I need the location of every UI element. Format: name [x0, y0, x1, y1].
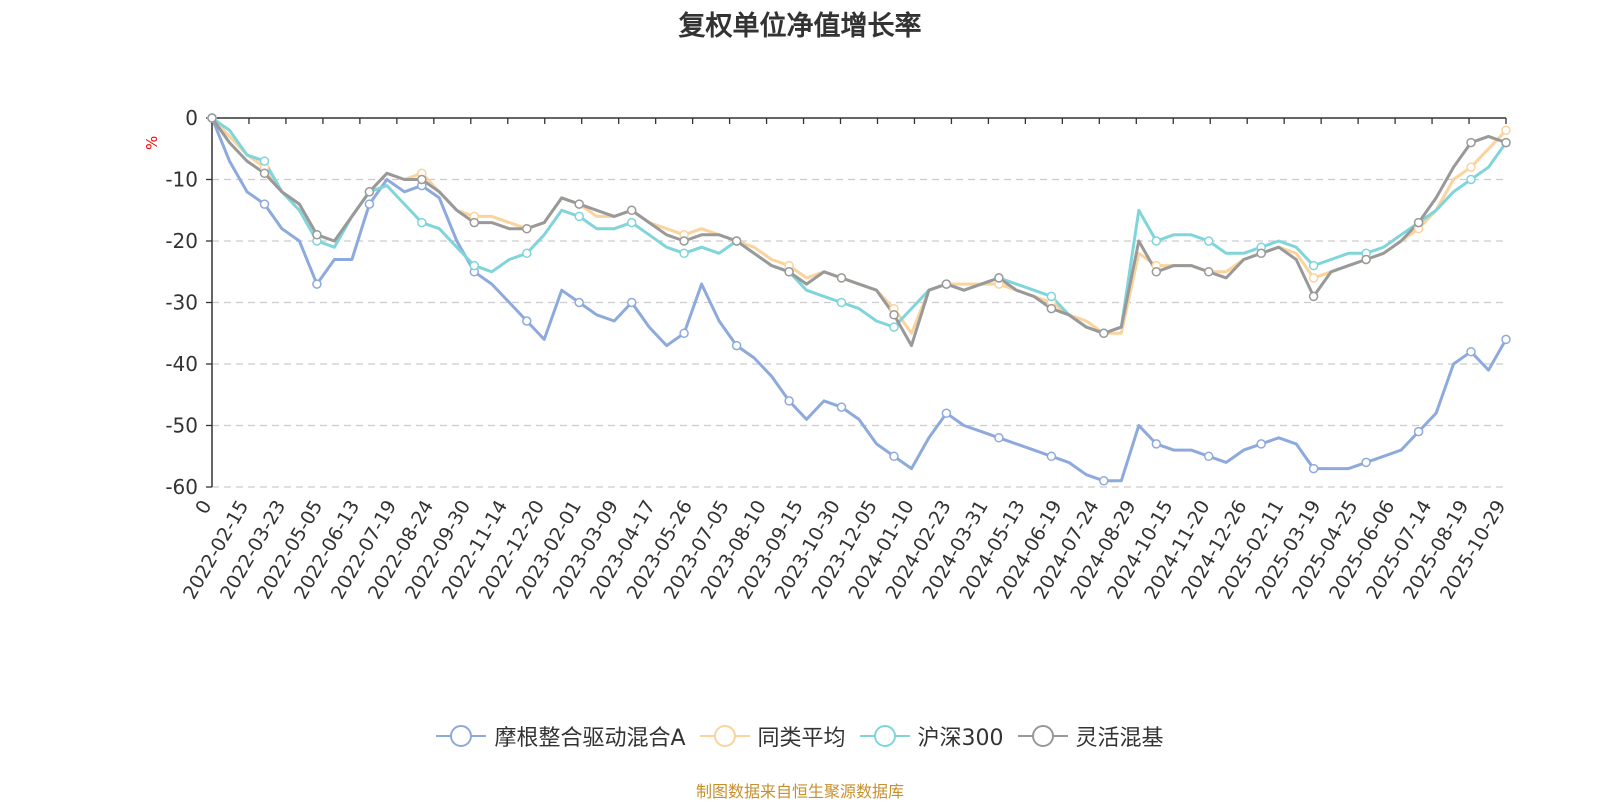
series-line-3[interactable]: [210, 117, 1507, 348]
series-point-3[interactable]: [626, 205, 637, 216]
y-tick-label: -10: [165, 168, 198, 192]
series-point-0[interactable]: [626, 297, 637, 308]
series-point-3[interactable]: [364, 187, 375, 197]
series-point-0[interactable]: [312, 279, 322, 289]
series-line-0[interactable]: [210, 117, 1508, 483]
series-point-0[interactable]: [574, 297, 584, 308]
series-point-0[interactable]: [994, 433, 1004, 443]
series-point-0[interactable]: [364, 199, 375, 209]
series-point-0[interactable]: [679, 328, 689, 339]
legend-swatch-csi300: [859, 725, 910, 747]
series-point-3[interactable]: [784, 267, 794, 277]
y-tick-label: -60: [165, 475, 198, 499]
series-point-3[interactable]: [1501, 137, 1511, 148]
series-point-2[interactable]: [1151, 236, 1162, 246]
series-point-3[interactable]: [1256, 248, 1266, 259]
legend-item-peer-average[interactable]: 同类平均: [699, 720, 846, 752]
series-point-2[interactable]: [522, 248, 532, 259]
series-point-0[interactable]: [259, 199, 270, 209]
x-tick-label: 0: [191, 497, 216, 518]
series-point-3[interactable]: [941, 279, 952, 289]
series-point-3[interactable]: [574, 199, 584, 209]
series-point-3[interactable]: [1413, 217, 1424, 228]
series-point-2[interactable]: [1203, 236, 1214, 246]
series-point-2[interactable]: [1466, 174, 1476, 185]
series-point-3[interactable]: [679, 236, 689, 246]
axes: 0-10-20-30-40-50-6002022-02-152022-03-23…: [165, 106, 1510, 603]
series-point-0[interactable]: [1151, 439, 1162, 449]
series-point-0[interactable]: [1413, 426, 1424, 437]
series-point-3[interactable]: [522, 223, 532, 234]
y-tick-label: -40: [165, 352, 198, 376]
series-point-2[interactable]: [679, 248, 689, 259]
series-point-3[interactable]: [1046, 303, 1057, 314]
series-point-3[interactable]: [1203, 267, 1214, 277]
series-point-0[interactable]: [522, 316, 532, 326]
legend-item-fund[interactable]: 摩根整合驱动混合A: [436, 720, 686, 752]
series-point-3[interactable]: [1099, 328, 1109, 339]
series-point-3[interactable]: [312, 230, 322, 240]
series-point-0[interactable]: [836, 402, 847, 412]
legend-label-csi300: 沪深300: [917, 726, 1004, 751]
series-point-3[interactable]: [1361, 254, 1371, 265]
y-tick-label: 0: [185, 106, 198, 130]
series-point-3[interactable]: [889, 310, 899, 320]
series-markers: [207, 113, 1511, 486]
legend-item-csi300[interactable]: 沪深300: [859, 720, 1004, 752]
series-point-0[interactable]: [1501, 334, 1511, 345]
legend-label-flexible-mixed: 灵活混基: [1075, 726, 1164, 751]
series-point-2[interactable]: [889, 322, 899, 332]
series-point-3[interactable]: [731, 236, 742, 246]
series-point-2[interactable]: [574, 211, 584, 222]
legend-label-peer-average: 同类平均: [757, 726, 846, 751]
series-point-0[interactable]: [731, 340, 742, 351]
series-point-3[interactable]: [994, 273, 1004, 283]
series-point-3[interactable]: [417, 174, 427, 185]
series-point-0[interactable]: [889, 451, 899, 462]
series-point-2[interactable]: [1046, 291, 1057, 302]
series-point-2[interactable]: [1308, 260, 1319, 271]
series-point-2[interactable]: [417, 217, 427, 228]
series-point-3[interactable]: [1151, 267, 1162, 277]
y-tick-label: -50: [165, 414, 198, 438]
series-point-0[interactable]: [1099, 476, 1109, 486]
series-point-0[interactable]: [1203, 451, 1214, 462]
series-point-0[interactable]: [1046, 451, 1057, 462]
series-point-3[interactable]: [1308, 291, 1319, 302]
series-point-2[interactable]: [469, 260, 480, 271]
legend: 摩根整合驱动混合A 同类平均 沪深300 灵活混基: [0, 720, 1600, 752]
series-point-0[interactable]: [1308, 463, 1319, 474]
series-lines: [210, 116, 1508, 483]
series-line-2[interactable]: [211, 116, 1508, 335]
series-point-2[interactable]: [259, 156, 270, 166]
series-point-3[interactable]: [207, 113, 217, 123]
series-point-1[interactable]: [1466, 162, 1476, 172]
series-point-0[interactable]: [1466, 346, 1476, 357]
series-point-1[interactable]: [1308, 273, 1319, 283]
y-tick-label: -20: [165, 229, 198, 253]
series-point-0[interactable]: [1361, 457, 1371, 468]
legend-item-flexible-mixed[interactable]: 灵活混基: [1017, 720, 1164, 752]
grid-lines: [212, 178, 1506, 488]
legend-swatch-flexible-mixed: [1017, 725, 1068, 747]
series-point-3[interactable]: [836, 273, 847, 283]
series-point-3[interactable]: [259, 168, 270, 179]
legend-swatch-fund: [436, 725, 487, 747]
series-line-1[interactable]: [210, 116, 1508, 335]
series-point-2[interactable]: [836, 297, 847, 308]
series-point-3[interactable]: [469, 217, 480, 228]
legend-swatch-peer-average: [699, 725, 750, 747]
series-point-0[interactable]: [784, 396, 794, 406]
series-point-3[interactable]: [1466, 137, 1476, 148]
data-source-note: 制图数据来自恒生聚源数据库: [695, 782, 904, 801]
legend-label-fund: 摩根整合驱动混合A: [494, 726, 686, 751]
series-point-1[interactable]: [1501, 125, 1511, 136]
series-point-0[interactable]: [1256, 439, 1266, 449]
y-tick-label: -30: [165, 291, 198, 315]
series-point-0[interactable]: [941, 408, 952, 418]
series-point-2[interactable]: [626, 217, 637, 228]
chart-title: 复权单位净值增长率: [678, 11, 922, 42]
